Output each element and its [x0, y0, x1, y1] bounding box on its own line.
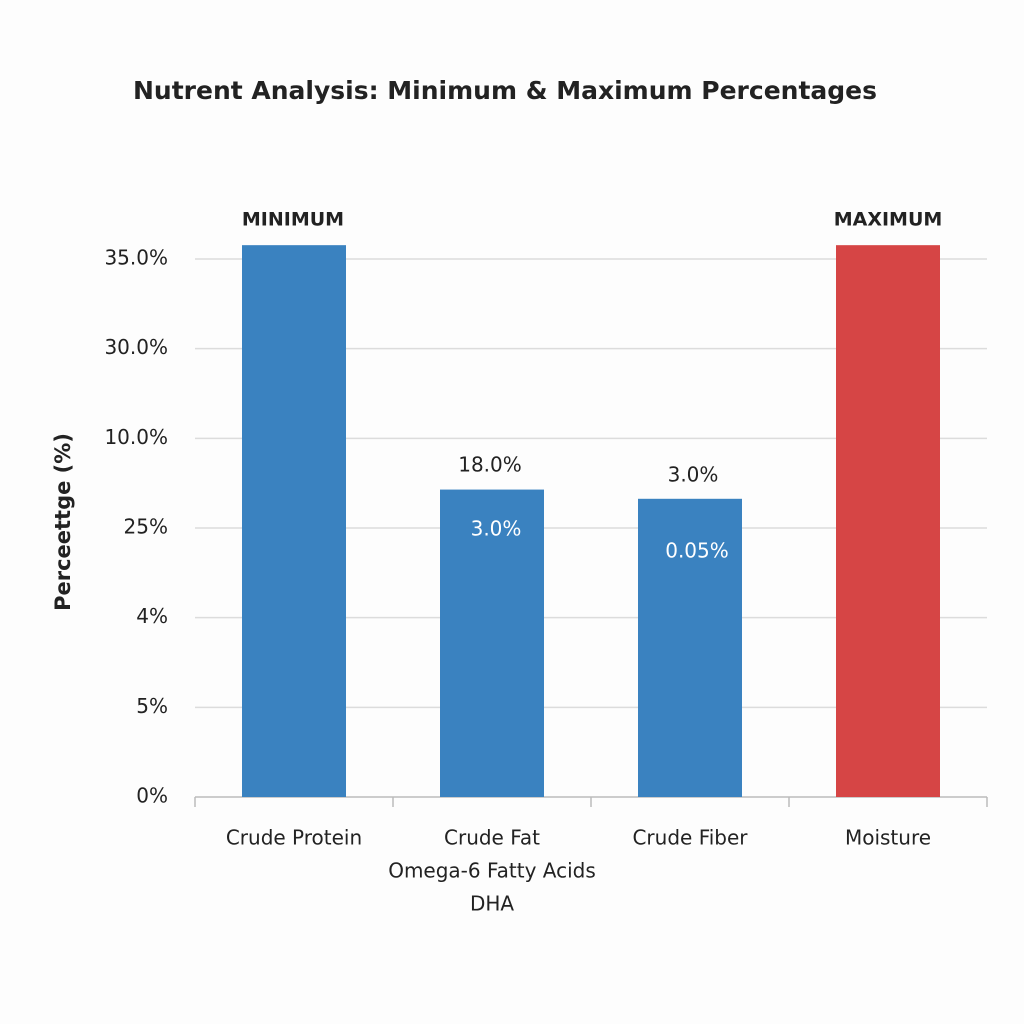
annotation: 3.0%	[668, 463, 719, 487]
bar	[638, 498, 742, 797]
y-tick-label: 5%	[136, 694, 168, 718]
chart-title: Nutrent Analysis: Minimum & Maximum Perc…	[133, 76, 877, 105]
annotation: 3.0%	[471, 517, 522, 541]
x-tick-label: Crude Fiber	[632, 826, 748, 850]
x-tick-label: Omega-6 Fatty Acids	[388, 859, 596, 883]
y-tick-label: 10.0%	[104, 425, 168, 449]
x-tick-label: Crude Fat	[444, 826, 540, 850]
y-axis-label: Perceettge (%)	[51, 433, 75, 611]
y-tick-label: 35.0%	[104, 246, 168, 270]
annotation: MAXIMUM	[834, 209, 943, 231]
bar	[440, 489, 544, 797]
annotation: 0.05%	[665, 539, 729, 563]
y-tick-label: 4%	[136, 604, 168, 628]
x-tick-label: DHA	[470, 892, 514, 916]
x-tick-label: Moisture	[845, 826, 931, 850]
y-tick-label: 25%	[124, 515, 168, 539]
bar	[242, 245, 346, 797]
bar	[836, 245, 940, 797]
annotation: 18.0%	[458, 453, 522, 477]
y-tick-label: 0%	[136, 784, 168, 808]
y-tick-label: 30.0%	[104, 335, 168, 359]
x-tick-label: Crude Protein	[226, 826, 362, 850]
annotation: MINIMUM	[242, 209, 344, 231]
